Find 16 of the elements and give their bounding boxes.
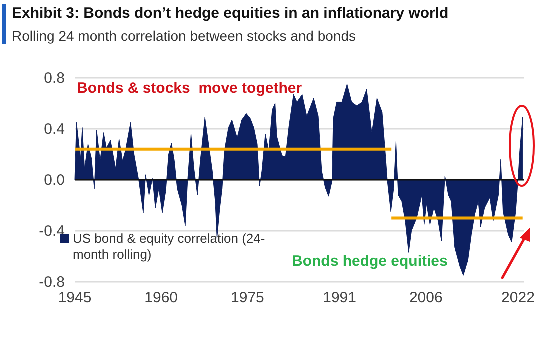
y-tick-label: 0.0 <box>44 172 65 189</box>
annotation: Bonds hedge equities <box>292 253 448 270</box>
x-tick-label: 1945 <box>58 290 92 307</box>
x-tick-label: 1975 <box>231 290 264 307</box>
y-tick-label: -0.4 <box>39 222 65 240</box>
x-tick-label: 2006 <box>409 290 443 307</box>
x-tick-label: 2022 <box>502 290 535 307</box>
x-tick-label: 1991 <box>323 290 356 307</box>
x-tick-label: 1960 <box>144 290 178 307</box>
chart-title: Exhibit 3: Bonds don’t hedge equities in an inflationary world <box>12 5 449 22</box>
y-tick-label: 0.8 <box>44 70 65 87</box>
y-tick-label: -0.8 <box>39 274 65 291</box>
y-tick-label: 0.4 <box>44 120 65 138</box>
legend-label: US bond & equity correlation (24-month rolling) <box>73 231 266 262</box>
annotation: Bonds & stocks move together <box>77 80 302 97</box>
chart-subtitle: Rolling 24 month correlation between stocks and bonds <box>12 28 356 44</box>
